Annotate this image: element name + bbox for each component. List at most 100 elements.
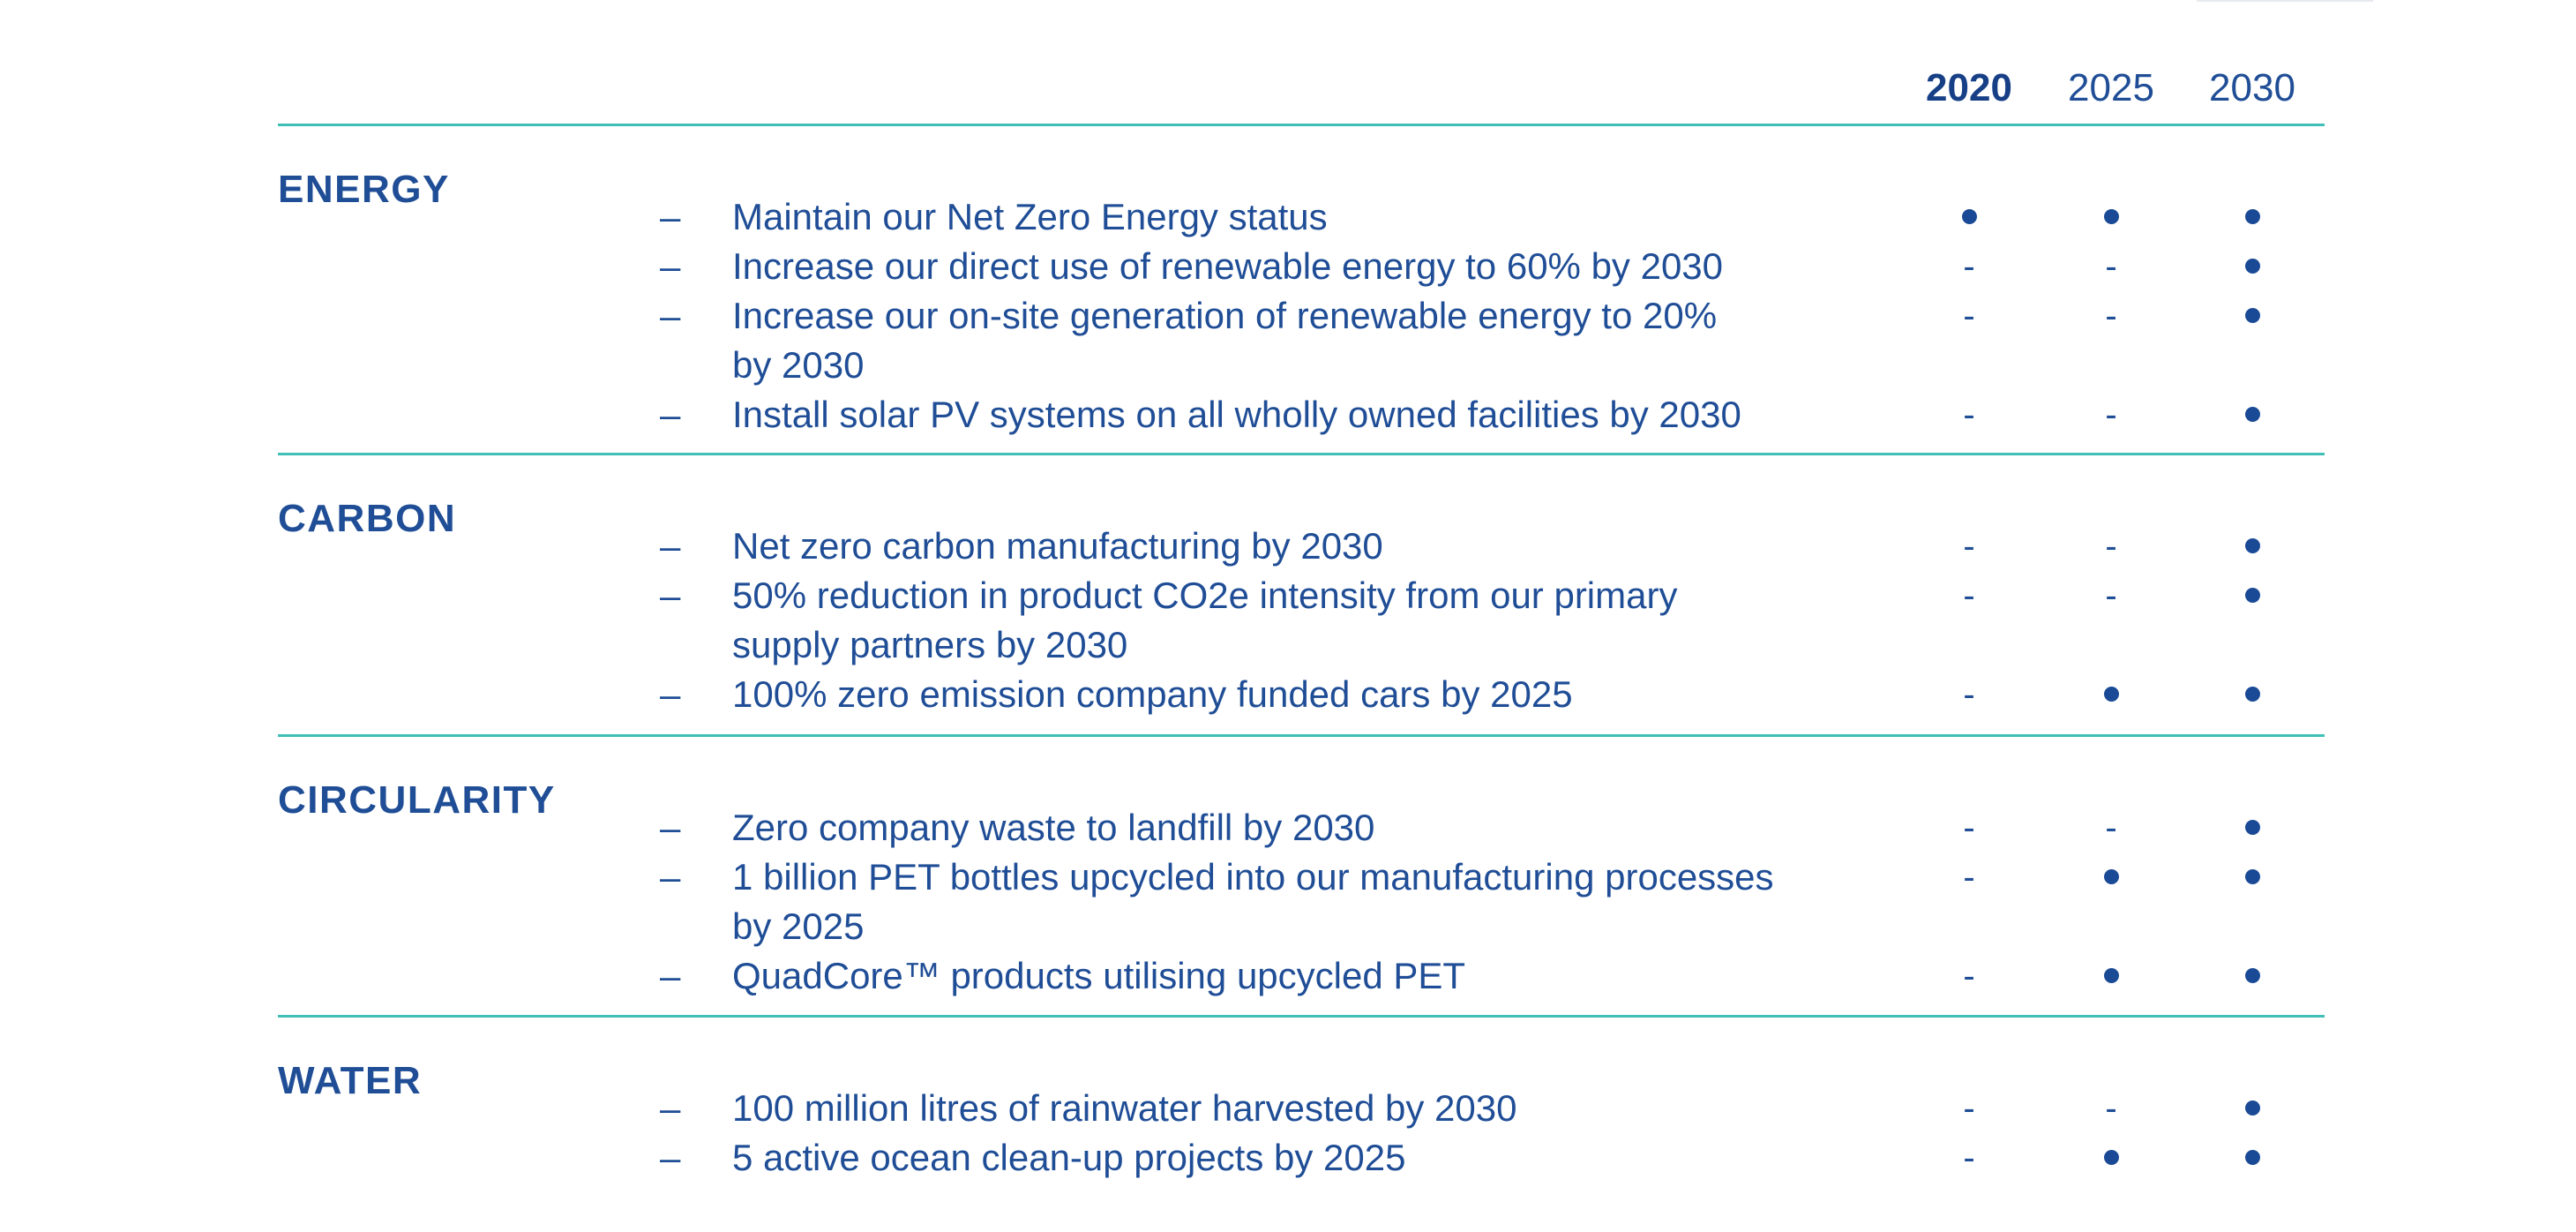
top-edge-mark — [2197, 0, 2373, 2]
status-none-2020: - — [1963, 576, 1975, 615]
year-2025-header: 2025 — [2068, 66, 2154, 109]
section-divider — [278, 734, 2325, 737]
target-row: – Install solar PV systems on all wholly … — [0, 390, 2576, 439]
status-none-2025: - — [2105, 576, 2117, 615]
target-row: – Increase our direct use of renewable en… — [0, 242, 2576, 291]
bullet-dash: – — [660, 245, 681, 287]
section-divider — [278, 453, 2325, 455]
filled-dot-icon — [2244, 868, 2260, 884]
target-text-line: Net zero carbon manufacturing by 2030 — [732, 525, 1383, 567]
status-dot-2030 — [2182, 670, 2323, 719]
target-text-line: Increase our direct use of renewable ene… — [732, 245, 1724, 287]
status-none-2020: - — [1963, 808, 1975, 847]
status-none-2020: - — [1963, 1138, 1975, 1177]
status-dot-2030 — [2182, 291, 2323, 341]
filled-dot-icon — [2103, 208, 2119, 224]
status-none-2025: - — [2105, 1089, 2117, 1128]
filled-dot-icon — [2244, 258, 2260, 274]
target-text: Net zero carbon manufacturing by 2030 — [732, 522, 1897, 571]
filled-dot-icon — [2244, 208, 2260, 224]
target-text: QuadCore™ products utilising upcycled PE… — [732, 951, 1897, 1001]
target-text-line: by 2030 — [732, 344, 865, 386]
status-dot-2030 — [2182, 803, 2323, 853]
status-dot-2030 — [2182, 242, 2323, 291]
status-none-2020: - — [1963, 675, 1975, 714]
target-row: – 100 million litres of rainwater harvest… — [0, 1084, 2576, 1133]
filled-dot-icon — [1961, 208, 1977, 224]
target-text: 100 million litres of rainwater harveste… — [732, 1084, 1897, 1133]
filled-dot-icon — [2103, 686, 2119, 702]
status-none-2025: - — [2105, 527, 2117, 566]
header-divider — [278, 124, 2325, 126]
target-text-line: Increase our on-site generation of renew… — [732, 295, 1718, 336]
bullet-dash: – — [660, 394, 681, 435]
filled-dot-icon — [2244, 307, 2260, 323]
target-text-line: QuadCore™ products utilising upcycled PE… — [732, 955, 1466, 996]
status-none-2025: - — [2105, 297, 2117, 335]
status-dot-2025 — [2041, 192, 2182, 242]
status-none-2020: - — [1963, 395, 1975, 434]
status-none-2020: - — [1963, 297, 1975, 335]
bullet-dash: – — [660, 295, 681, 336]
filled-dot-icon — [2244, 1149, 2260, 1165]
status-dot-2020 — [1898, 192, 2040, 242]
section-title: ENERGY — [278, 168, 450, 211]
filled-dot-icon — [2244, 686, 2260, 702]
status-dot-2030 — [2182, 951, 2323, 1001]
section-title: CARBON — [278, 497, 457, 540]
target-row: – 100% zero emission company funded cars … — [0, 670, 2576, 719]
target-row: – Maintain our Net Zero Energy status — [0, 192, 2576, 242]
filled-dot-icon — [2244, 537, 2260, 553]
year-2020-header: 2020 — [1926, 66, 2012, 109]
status-dot-2025 — [2041, 853, 2182, 902]
target-text: 5 active ocean clean-up projects by 2025 — [732, 1133, 1897, 1183]
status-dot-2030 — [2182, 571, 2323, 620]
bullet-dash: – — [660, 807, 681, 848]
filled-dot-icon — [2244, 406, 2260, 422]
filled-dot-icon — [2244, 1100, 2260, 1116]
section-divider — [278, 1015, 2325, 1018]
filled-dot-icon — [2244, 819, 2260, 835]
status-dot-2025 — [2041, 1133, 2182, 1183]
status-dot-2030 — [2182, 192, 2323, 242]
target-row: – 50% reduction in product CO2e intensity… — [0, 571, 2576, 670]
status-dot-2030 — [2182, 390, 2323, 439]
target-row: – Increase our on-site generation of rene… — [0, 291, 2576, 390]
status-dot-2030 — [2182, 1133, 2323, 1183]
bullet-dash: – — [660, 955, 681, 996]
target-text: Zero company waste to landfill by 2030 — [732, 803, 1897, 853]
filled-dot-icon — [2103, 967, 2119, 983]
target-row: – QuadCore™ products utilising upcycled P… — [0, 951, 2576, 1001]
target-text: Install solar PV systems on all wholly o… — [732, 390, 1897, 439]
filled-dot-icon — [2103, 868, 2119, 884]
target-row: – Net zero carbon manufacturing by 2030 - - — [0, 522, 2576, 571]
filled-dot-icon — [2244, 587, 2260, 603]
status-dot-2025 — [2041, 670, 2182, 719]
target-row: – 5 active ocean clean-up projects by 202… — [0, 1133, 2576, 1183]
status-none-2025: - — [2105, 395, 2117, 434]
bullet-dash: – — [660, 196, 681, 237]
target-row: – Zero company waste to landfill by 2030 -… — [0, 803, 2576, 853]
target-text: 1 billion PET bottles upcycled into our … — [732, 853, 1897, 951]
filled-dot-icon — [2244, 967, 2260, 983]
status-none-2020: - — [1963, 858, 1975, 897]
bullet-dash: – — [660, 575, 681, 616]
year-2030-header: 2030 — [2209, 66, 2295, 109]
target-text: Maintain our Net Zero Energy status — [732, 192, 1897, 242]
target-text: 50% reduction in product CO2e intensity … — [732, 571, 1897, 670]
target-text: 100% zero emission company funded cars b… — [732, 670, 1897, 719]
target-text-line: Maintain our Net Zero Energy status — [732, 196, 1328, 237]
bullet-dash: – — [660, 1087, 681, 1129]
status-dot-2030 — [2182, 853, 2323, 902]
status-dot-2025 — [2041, 951, 2182, 1001]
target-text-line: supply partners by 2030 — [732, 624, 1128, 665]
status-dot-2030 — [2182, 522, 2323, 571]
bullet-dash: – — [660, 1137, 681, 1178]
target-text-line: 5 active ocean clean-up projects by 2025 — [732, 1137, 1406, 1178]
status-none-2020: - — [1963, 247, 1975, 286]
section-title: CIRCULARITY — [278, 778, 556, 822]
status-dot-2030 — [2182, 1084, 2323, 1133]
status-none-2020: - — [1963, 1089, 1975, 1128]
target-text-line: 100 million litres of rainwater harveste… — [732, 1087, 1517, 1129]
target-text: Increase our on-site generation of renew… — [732, 291, 1897, 390]
